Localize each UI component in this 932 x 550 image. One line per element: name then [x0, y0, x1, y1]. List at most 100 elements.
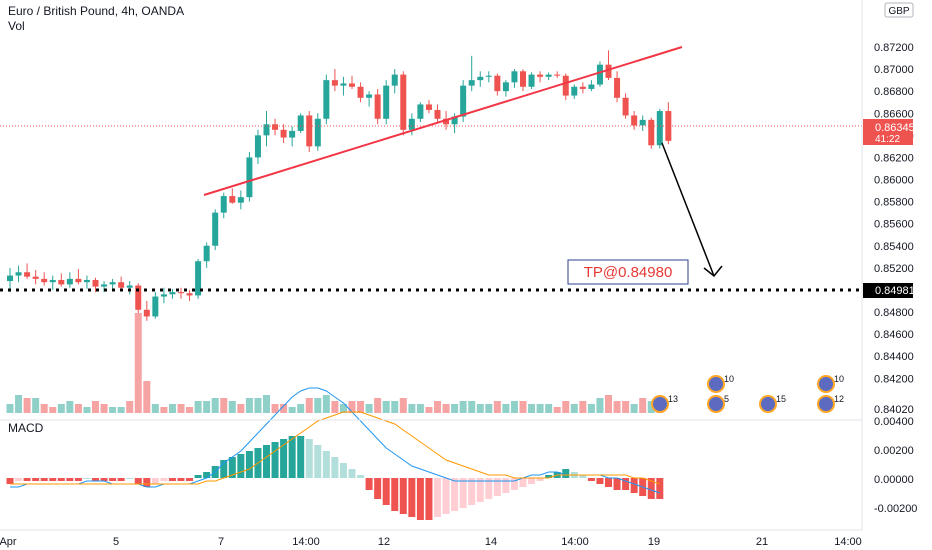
candle-body[interactable]: [169, 292, 176, 295]
candle-body[interactable]: [49, 279, 56, 283]
candle-body[interactable]: [443, 118, 450, 125]
candle-body[interactable]: [75, 278, 82, 283]
candle-body[interactable]: [83, 279, 90, 283]
candle-body[interactable]: [118, 282, 125, 288]
candle-body[interactable]: [135, 285, 142, 310]
event-badge-icon[interactable]: [817, 375, 835, 393]
candle-body[interactable]: [656, 111, 663, 146]
candle-body[interactable]: [374, 94, 381, 119]
candle-body[interactable]: [186, 293, 193, 296]
candle-body[interactable]: [648, 119, 655, 146]
candle-body[interactable]: [66, 278, 73, 285]
candle-body[interactable]: [537, 74, 544, 77]
candle-body[interactable]: [331, 80, 338, 86]
candle-body[interactable]: [562, 75, 569, 96]
volume-bar: [23, 398, 31, 413]
candle-body[interactable]: [596, 64, 603, 85]
candle-body[interactable]: [101, 284, 108, 287]
candle-body[interactable]: [92, 279, 99, 287]
candle-body[interactable]: [665, 111, 672, 141]
volume-bar: [587, 404, 595, 413]
candle-body[interactable]: [494, 75, 501, 92]
candle-body[interactable]: [468, 80, 475, 86]
drawing-overlay[interactable]: TP@0.84980 13 10 5 15 10 12: [0, 46, 862, 413]
candle-body[interactable]: [366, 94, 373, 98]
candle-body[interactable]: [417, 104, 424, 119]
candle-body[interactable]: [357, 86, 364, 98]
candle-body[interactable]: [314, 118, 321, 147]
candle-body[interactable]: [32, 276, 39, 279]
candle-body[interactable]: [126, 285, 133, 288]
candle-body[interactable]: [554, 74, 561, 76]
candle-body[interactable]: [254, 135, 261, 158]
candle-body[interactable]: [408, 118, 415, 130]
candle-body[interactable]: [631, 115, 638, 126]
macd-histogram-bar: [168, 478, 176, 481]
candle-body[interactable]: [272, 124, 279, 130]
candle-body[interactable]: [545, 74, 552, 77]
event-badge-icon[interactable]: [707, 375, 725, 393]
volume-bar: [451, 404, 459, 413]
candle-body[interactable]: [451, 116, 458, 125]
candle-body[interactable]: [391, 74, 398, 86]
candle-body[interactable]: [434, 109, 441, 119]
candle-body[interactable]: [460, 85, 467, 117]
candle-body[interactable]: [143, 309, 150, 317]
candle-body[interactable]: [622, 97, 629, 116]
candle-body[interactable]: [340, 83, 347, 86]
candle-body[interactable]: [605, 64, 612, 78]
tp-annotation-box[interactable]: [567, 259, 689, 285]
price-tick-label: 0.84600: [874, 329, 914, 341]
candle-body[interactable]: [7, 275, 13, 282]
currency-badge[interactable]: [884, 2, 914, 18]
macd-panel[interactable]: [6, 387, 664, 520]
candle-body[interactable]: [383, 85, 390, 119]
candle-body[interactable]: [58, 279, 65, 285]
arrow-line[interactable]: [661, 142, 715, 277]
macd-histogram-bar: [399, 478, 407, 514]
candle-body[interactable]: [220, 196, 227, 213]
candle-body[interactable]: [425, 104, 432, 110]
candle-body[interactable]: [15, 272, 22, 276]
candle-body[interactable]: [160, 294, 167, 297]
candle-body[interactable]: [212, 212, 219, 246]
candle-body[interactable]: [579, 86, 586, 89]
candle-body[interactable]: [246, 157, 253, 198]
candle-body[interactable]: [297, 115, 304, 131]
candle-body[interactable]: [41, 278, 48, 283]
candle-body[interactable]: [639, 119, 646, 126]
event-badge-icon[interactable]: [817, 395, 835, 413]
candle-body[interactable]: [263, 124, 270, 136]
candle-body[interactable]: [323, 80, 330, 119]
candle-body[interactable]: [109, 282, 116, 285]
candle-body[interactable]: [229, 196, 236, 203]
event-badge-icon[interactable]: [707, 395, 725, 413]
candle-body[interactable]: [203, 245, 210, 262]
arrow-head: [703, 265, 723, 278]
candle-body[interactable]: [178, 292, 184, 294]
candle-body[interactable]: [349, 83, 355, 87]
candle-body[interactable]: [477, 76, 484, 81]
candle-body[interactable]: [306, 115, 313, 147]
macd-histogram-bar: [416, 478, 424, 520]
candle-body[interactable]: [152, 296, 159, 317]
candle-body[interactable]: [195, 261, 202, 296]
trendline[interactable]: [203, 46, 683, 196]
candle-body[interactable]: [614, 77, 621, 98]
event-badge-icon[interactable]: [759, 395, 777, 413]
candle-body[interactable]: [511, 71, 518, 83]
candle-body[interactable]: [502, 82, 509, 92]
candle-body[interactable]: [571, 86, 578, 96]
price-panel[interactable]: [7, 50, 672, 324]
candle-body[interactable]: [520, 71, 526, 87]
candle-body[interactable]: [400, 74, 407, 130]
candle-body[interactable]: [289, 130, 296, 138]
candle-body[interactable]: [588, 84, 595, 89]
candle-body[interactable]: [237, 197, 244, 203]
candle-body[interactable]: [24, 272, 31, 277]
event-badge-icon[interactable]: [651, 395, 669, 413]
candle-body[interactable]: [528, 74, 535, 87]
candle-body[interactable]: [485, 75, 492, 77]
candle-body[interactable]: [280, 129, 287, 138]
